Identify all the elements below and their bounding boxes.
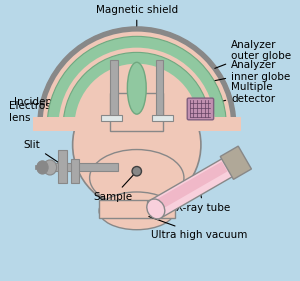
Wedge shape — [38, 27, 236, 126]
Text: Incident slit: Incident slit — [14, 98, 106, 118]
Wedge shape — [42, 32, 231, 126]
Circle shape — [73, 81, 201, 209]
Ellipse shape — [127, 62, 146, 114]
Text: Analyzer
inner globe: Analyzer inner globe — [204, 60, 290, 83]
Ellipse shape — [90, 149, 184, 206]
FancyBboxPatch shape — [187, 98, 214, 120]
Bar — [110, 93, 163, 131]
Bar — [156, 60, 163, 117]
Text: Analyzer
outer globe: Analyzer outer globe — [215, 40, 291, 68]
Ellipse shape — [99, 192, 175, 230]
Ellipse shape — [147, 199, 165, 219]
Bar — [110, 60, 118, 117]
Bar — [33, 122, 241, 130]
Bar — [38, 123, 236, 129]
Wedge shape — [78, 67, 195, 126]
Ellipse shape — [37, 161, 48, 174]
Bar — [101, 115, 122, 121]
Bar — [33, 117, 241, 131]
Ellipse shape — [44, 160, 57, 175]
Wedge shape — [47, 36, 226, 126]
Bar — [71, 159, 79, 183]
Polygon shape — [220, 146, 251, 179]
Bar — [52, 163, 118, 171]
Text: X-ray tube: X-ray tube — [176, 183, 231, 213]
Text: Ultra high vacuum: Ultra high vacuum — [149, 216, 247, 240]
Circle shape — [132, 167, 142, 176]
Bar — [58, 149, 67, 183]
Polygon shape — [150, 162, 227, 213]
Text: Slit: Slit — [24, 140, 64, 166]
Bar — [99, 200, 175, 218]
Wedge shape — [63, 52, 210, 126]
Bar — [152, 115, 172, 121]
Bar — [35, 165, 44, 169]
Wedge shape — [74, 64, 199, 126]
Text: Multiple
detector: Multiple detector — [196, 82, 275, 108]
Polygon shape — [147, 155, 239, 220]
Text: Sample: Sample — [94, 173, 135, 202]
Text: Electrostatic
lens: Electrostatic lens — [9, 94, 124, 123]
Wedge shape — [58, 48, 215, 126]
Text: Magnetic shield: Magnetic shield — [96, 5, 178, 26]
